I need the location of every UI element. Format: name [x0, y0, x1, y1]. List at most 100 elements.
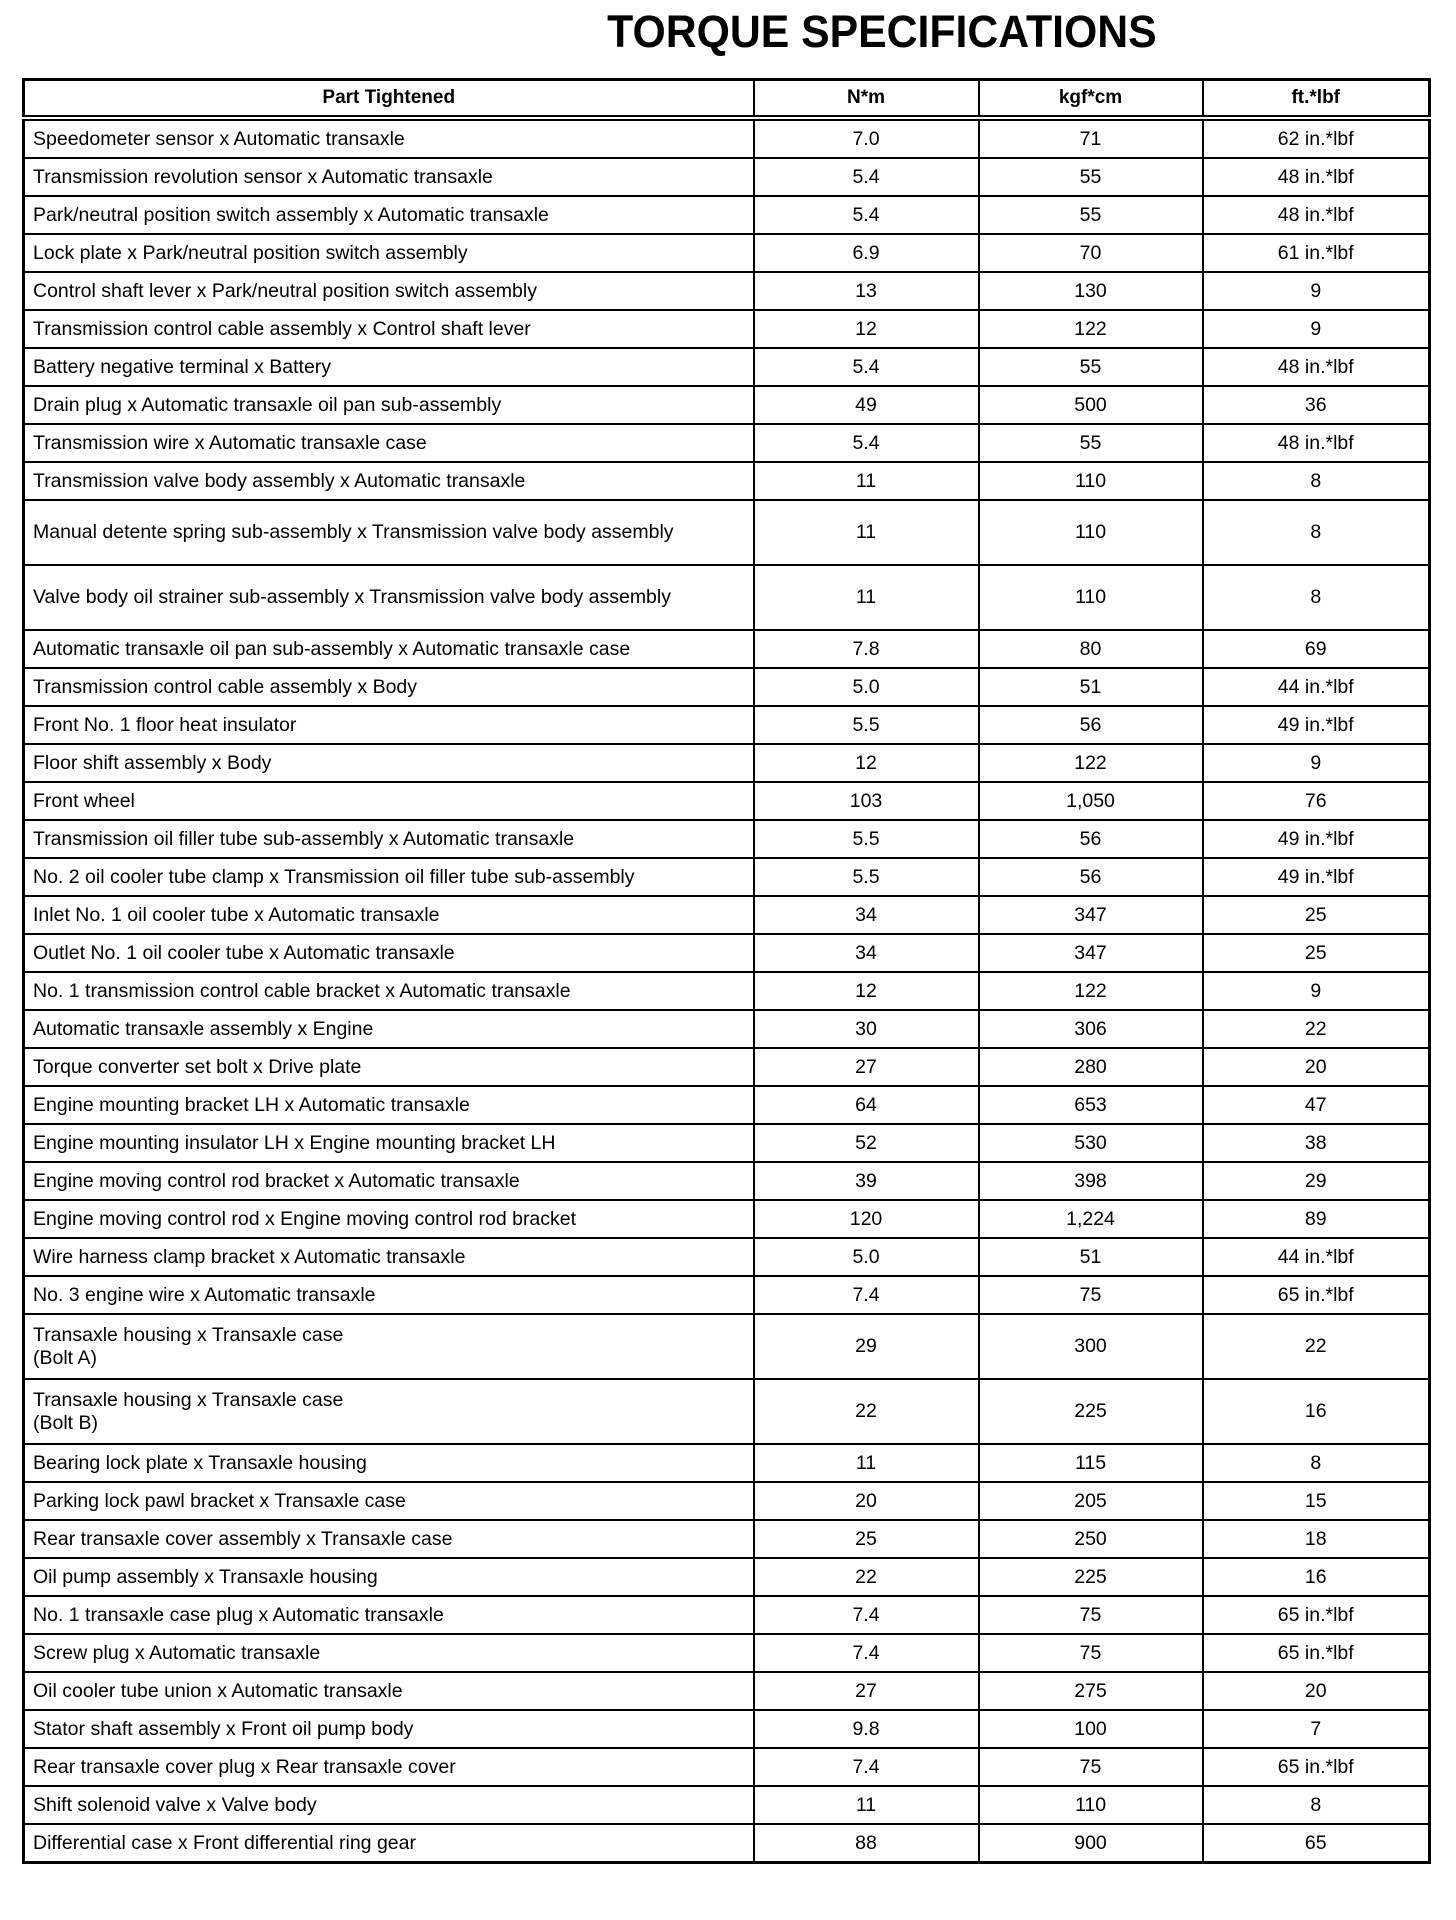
part-cell: Rear transaxle cover plug x Rear transax… — [23, 1747, 754, 1786]
kgfcm-cell: 56 — [977, 857, 1203, 896]
table-row: Transmission revolution sensor x Automat… — [23, 157, 1430, 196]
table-row: Front wheel 103 1,050 76 — [23, 781, 1430, 820]
ftlbf-cell: 48 in.*lbf — [1201, 347, 1430, 386]
part-cell: Transmission wire x Automatic transaxle … — [23, 423, 754, 462]
ftlbf-cell: 65 — [1201, 1823, 1430, 1863]
table-row: No. 1 transaxle case plug x Automatic tr… — [23, 1595, 1430, 1634]
ftlbf-cell: 22 — [1201, 1313, 1430, 1379]
nm-cell: 7.4 — [752, 1275, 979, 1314]
table-row: Transmission control cable assembly x Bo… — [23, 667, 1430, 706]
table-row: Lock plate x Park/neutral position switc… — [23, 233, 1430, 272]
ftlbf-cell: 16 — [1201, 1378, 1430, 1444]
ftlbf-cell: 49 in.*lbf — [1201, 857, 1430, 896]
ftlbf-cell: 25 — [1201, 895, 1430, 934]
kgfcm-cell: 300 — [977, 1313, 1203, 1379]
ftlbf-cell: 65 in.*lbf — [1201, 1275, 1430, 1314]
part-cell: Control shaft lever x Park/neutral posit… — [23, 271, 754, 310]
kgfcm-cell: 51 — [977, 667, 1203, 706]
nm-cell: 5.4 — [752, 195, 979, 234]
kgfcm-cell: 51 — [977, 1237, 1203, 1276]
ftlbf-cell: 9 — [1201, 743, 1430, 782]
nm-cell: 30 — [752, 1009, 979, 1048]
part-cell: Inlet No. 1 oil cooler tube x Automatic … — [23, 895, 754, 934]
kgfcm-cell: 70 — [977, 233, 1203, 272]
nm-cell: 27 — [752, 1047, 979, 1086]
kgfcm-cell: 75 — [977, 1747, 1203, 1786]
ftlbf-cell: 8 — [1201, 564, 1430, 630]
part-cell: Engine mounting bracket LH x Automatic t… — [23, 1085, 754, 1124]
nm-cell: 9.8 — [752, 1709, 979, 1748]
part-cell: Transmission oil filler tube sub-assembl… — [23, 819, 754, 858]
table-row: Manual detente spring sub-assembly x Tra… — [23, 499, 1430, 565]
nm-cell: 5.5 — [752, 819, 979, 858]
part-cell: Engine mounting insulator LH x Engine mo… — [23, 1123, 754, 1162]
kgfcm-cell: 55 — [977, 195, 1203, 234]
nm-cell: 13 — [752, 271, 979, 310]
table-row: Differential case x Front differential r… — [23, 1823, 1430, 1863]
kgfcm-cell: 56 — [977, 819, 1203, 858]
part-cell: Drain plug x Automatic transaxle oil pan… — [23, 385, 754, 424]
part-cell: Valve body oil strainer sub-assembly x T… — [23, 564, 754, 630]
table-row: Front No. 1 floor heat insulator 5.5 56 49 … — [23, 705, 1430, 744]
nm-cell: 120 — [752, 1199, 979, 1238]
nm-cell: 5.5 — [752, 857, 979, 896]
kgfcm-cell: 347 — [977, 933, 1203, 972]
table-row: Outlet No. 1 oil cooler tube x Automatic… — [23, 933, 1430, 972]
kgfcm-cell: 75 — [977, 1633, 1203, 1672]
part-cell: No. 2 oil cooler tube clamp x Transmissi… — [23, 857, 754, 896]
nm-cell: 5.4 — [752, 347, 979, 386]
nm-cell: 5.4 — [752, 423, 979, 462]
ftlbf-cell: 44 in.*lbf — [1201, 1237, 1430, 1276]
part-cell: Bearing lock plate x Transaxle housing — [23, 1443, 754, 1482]
ftlbf-cell: 18 — [1201, 1519, 1430, 1558]
table-row: Parking lock pawl bracket x Transaxle ca… — [23, 1481, 1430, 1520]
ftlbf-cell: 48 in.*lbf — [1201, 423, 1430, 462]
table-row: Automatic transaxle assembly x Engine 30 3… — [23, 1009, 1430, 1048]
nm-cell: 20 — [752, 1481, 979, 1520]
table-row: Stator shaft assembly x Front oil pump b… — [23, 1709, 1430, 1748]
nm-cell: 7.4 — [752, 1595, 979, 1634]
kgfcm-cell: 122 — [977, 743, 1203, 782]
table-row: Inlet No. 1 oil cooler tube x Automatic … — [23, 895, 1430, 934]
table-row: Wire harness clamp bracket x Automatic t… — [23, 1237, 1430, 1276]
ftlbf-cell: 22 — [1201, 1009, 1430, 1048]
part-cell: Front No. 1 floor heat insulator — [23, 705, 754, 744]
table-row: Valve body oil strainer sub-assembly x T… — [23, 564, 1430, 630]
nm-cell: 7.0 — [752, 117, 979, 158]
kgfcm-cell: 653 — [977, 1085, 1203, 1124]
part-cell: Oil cooler tube union x Automatic transa… — [23, 1671, 754, 1710]
ftlbf-cell: 25 — [1201, 933, 1430, 972]
ftlbf-cell: 69 — [1201, 629, 1430, 668]
nm-cell: 34 — [752, 895, 979, 934]
table-row: Transmission control cable assembly x Co… — [23, 309, 1430, 348]
table-row: No. 1 transmission control cable bracket… — [23, 971, 1430, 1010]
kgfcm-cell: 55 — [977, 157, 1203, 196]
part-cell: Transmission control cable assembly x Co… — [23, 309, 754, 348]
kgfcm-cell: 275 — [977, 1671, 1203, 1710]
kgfcm-cell: 225 — [977, 1557, 1203, 1596]
part-cell: Speedometer sensor x Automatic transaxle — [23, 117, 754, 158]
ftlbf-cell: 20 — [1201, 1671, 1430, 1710]
nm-cell: 88 — [752, 1823, 979, 1863]
nm-cell: 5.0 — [752, 1237, 979, 1276]
ftlbf-cell: 49 in.*lbf — [1201, 705, 1430, 744]
kgfcm-cell: 347 — [977, 895, 1203, 934]
table-row: No. 2 oil cooler tube clamp x Transmissi… — [23, 857, 1430, 896]
nm-cell: 7.4 — [752, 1633, 979, 1672]
ftlbf-cell: 65 in.*lbf — [1201, 1633, 1430, 1672]
kgfcm-cell: 110 — [977, 1785, 1203, 1824]
header-nm: N*m — [752, 79, 979, 121]
ftlbf-cell: 48 in.*lbf — [1201, 195, 1430, 234]
part-cell: Wire harness clamp bracket x Automatic t… — [23, 1237, 754, 1276]
part-cell: Transmission valve body assembly x Autom… — [23, 461, 754, 500]
nm-cell: 29 — [752, 1313, 979, 1379]
nm-cell: 11 — [752, 1785, 979, 1824]
kgfcm-cell: 71 — [977, 117, 1203, 158]
nm-cell: 11 — [752, 564, 979, 630]
table-row: Control shaft lever x Park/neutral posit… — [23, 271, 1430, 310]
nm-cell: 7.4 — [752, 1747, 979, 1786]
ftlbf-cell: 44 in.*lbf — [1201, 667, 1430, 706]
nm-cell: 27 — [752, 1671, 979, 1710]
part-cell: No. 3 engine wire x Automatic transaxle — [23, 1275, 754, 1314]
part-cell: Transaxle housing x Transaxle case (Bolt… — [23, 1313, 754, 1379]
